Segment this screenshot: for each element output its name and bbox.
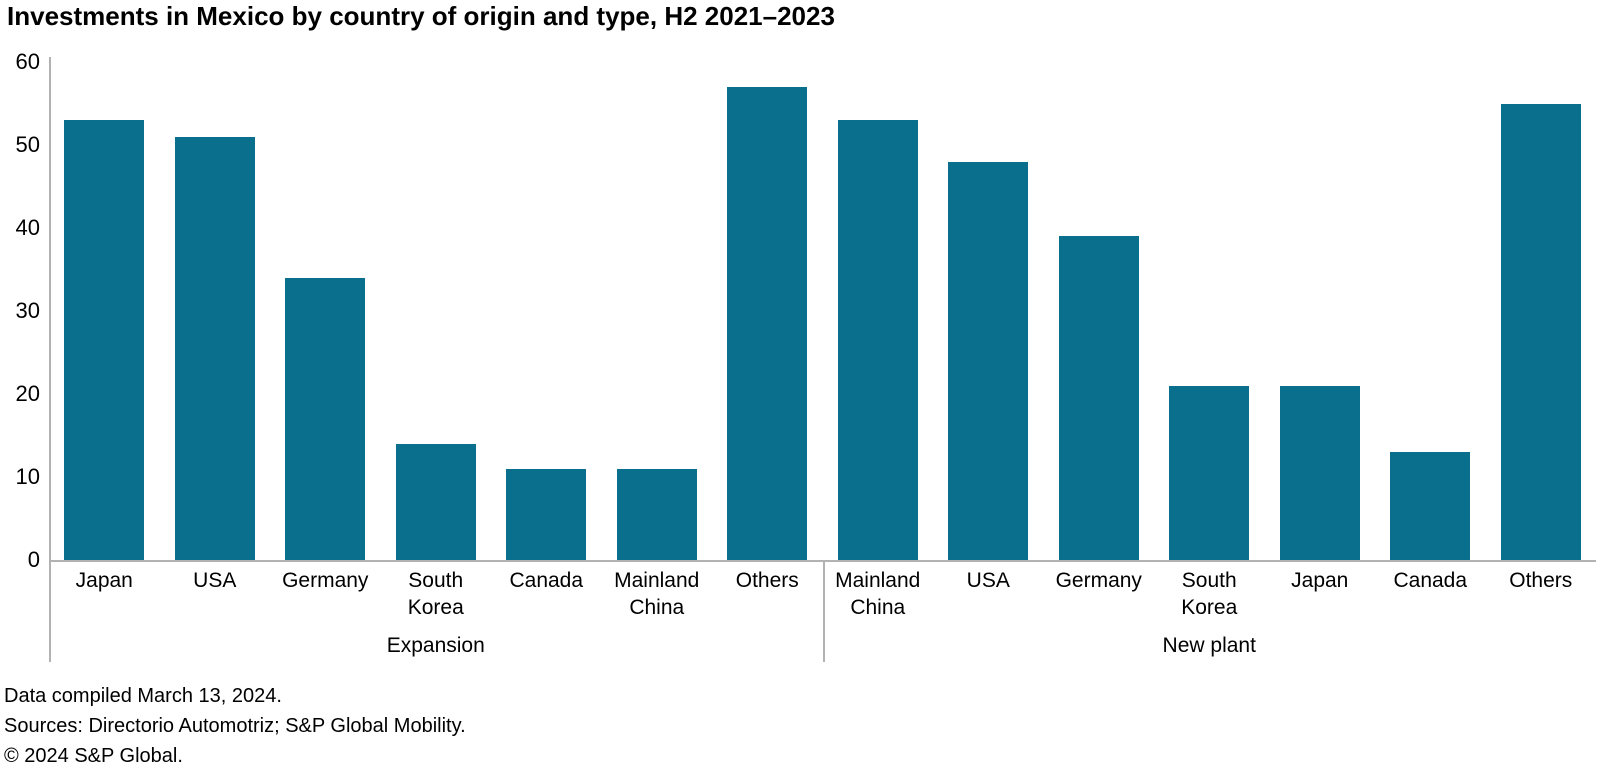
y-axis-tick-label-10: 10 — [15, 464, 40, 489]
x-axis-label-canada: Canada — [509, 569, 584, 592]
group-label-expansion: Expansion — [386, 634, 485, 657]
x-axis-label-germany: Germany — [282, 569, 369, 592]
group-divider-line — [822, 560, 825, 662]
x-axis-label-south-korea: South Korea — [1181, 569, 1238, 619]
chart-title: Investments in Mexico by country of orig… — [7, 1, 835, 31]
bar-new-plant-canada — [1390, 452, 1471, 560]
x-axis-label-south-korea: South Korea — [407, 569, 464, 619]
bar-new-plant-south-korea — [1169, 385, 1250, 560]
bar-expansion-germany — [285, 277, 366, 560]
bar-new-plant-usa — [948, 161, 1029, 560]
bar-expansion-japan — [64, 120, 145, 560]
bar-new-plant-others — [1500, 103, 1581, 560]
x-axis-line — [49, 560, 1596, 562]
y-axis-tick-label-40: 40 — [15, 215, 40, 240]
footnote-sources: Sources: Directorio Automotriz; S&P Glob… — [4, 715, 466, 737]
y-axis-tick-label-20: 20 — [15, 381, 40, 406]
bar-new-plant-japan — [1279, 385, 1360, 560]
footnote-copyright: © 2024 S&P Global. — [4, 745, 183, 767]
x-axis-label-mainland-china: Mainland China — [614, 569, 700, 619]
bar-expansion-mainland-china — [616, 468, 697, 560]
x-axis-label-others: Others — [1509, 569, 1573, 592]
x-axis-label-japan: Japan — [75, 569, 133, 592]
chart-footnotes: Data compiled March 13, 2024. Sources: D… — [4, 681, 466, 770]
bar-expansion-south-korea — [395, 443, 476, 560]
x-axis-label-usa: USA — [966, 569, 1010, 592]
bar-expansion-canada — [506, 468, 587, 560]
bar-new-plant-mainland-china — [837, 120, 918, 560]
x-axis-label-usa: USA — [193, 569, 237, 592]
x-axis-label-japan: Japan — [1291, 569, 1349, 592]
y-axis-tick-label-50: 50 — [15, 132, 40, 157]
x-axis-label-canada: Canada — [1393, 569, 1468, 592]
x-axis-label-germany: Germany — [1055, 569, 1142, 592]
y-axis-tick-label-60: 60 — [15, 49, 40, 74]
x-axis-label-mainland-china: Mainland China — [835, 569, 921, 619]
bar-expansion-usa — [174, 136, 255, 560]
footnote-data-compiled: Data compiled March 13, 2024. — [4, 685, 282, 707]
group-label-new-plant: New plant — [1162, 634, 1256, 657]
bar-expansion-others — [727, 86, 808, 560]
y-axis-tick-label-0: 0 — [27, 547, 40, 572]
y-axis-tick-label-30: 30 — [15, 298, 40, 323]
bar-new-plant-germany — [1058, 236, 1139, 560]
y-axis-line — [49, 57, 51, 662]
x-axis-label-others: Others — [735, 569, 799, 592]
